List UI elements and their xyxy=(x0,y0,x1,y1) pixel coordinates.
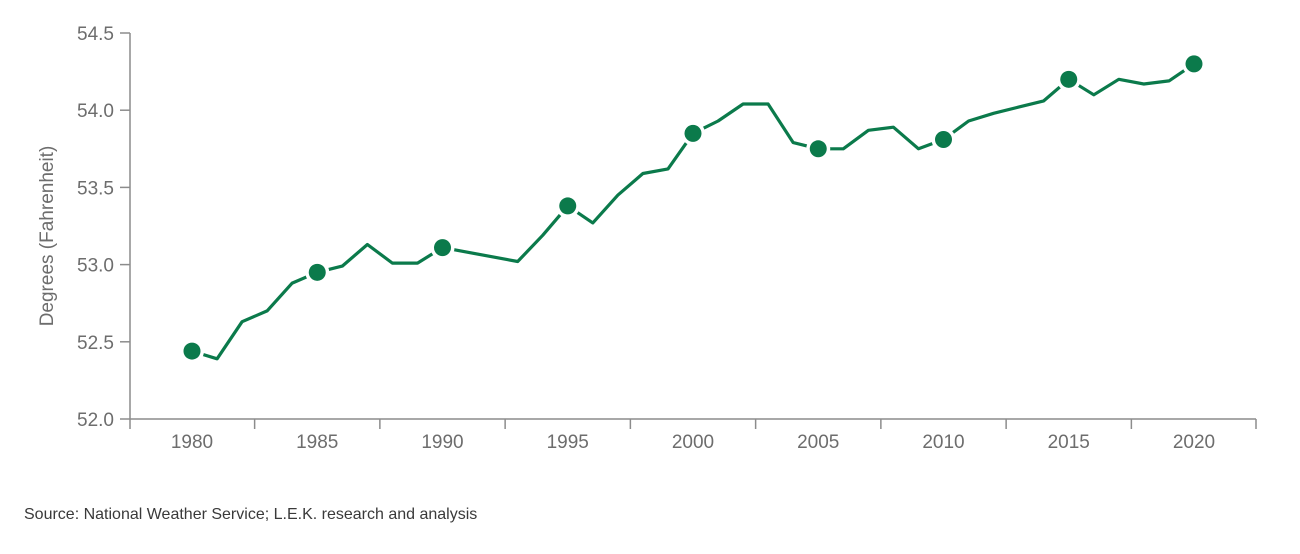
series-layer xyxy=(190,62,1196,361)
x-tick-label: 1985 xyxy=(296,432,338,453)
data-point xyxy=(559,197,577,215)
source-note: Source: National Weather Service; L.E.K.… xyxy=(24,506,478,523)
x-tick-label: 2005 xyxy=(797,432,839,453)
x-tick-label: 2015 xyxy=(1048,432,1090,453)
data-point xyxy=(308,263,326,281)
data-point xyxy=(1060,70,1078,88)
data-point xyxy=(935,131,952,149)
x-tick-label: 2020 xyxy=(1173,432,1215,453)
x-tick-label: 1995 xyxy=(547,432,589,453)
y-tick-label: 52.0 xyxy=(77,410,114,431)
line-chart: 52.0 52.5 53.0 53.5 54.0 54.5 1980 1985 1990 199… xyxy=(37,24,1257,453)
y-axis: 52.0 52.5 53.0 53.5 54.0 54.5 xyxy=(77,24,131,431)
x-tick-label: 2010 xyxy=(922,432,964,453)
data-point xyxy=(434,239,451,257)
series-line xyxy=(190,62,1196,361)
y-tick-label: 54.0 xyxy=(77,101,114,122)
x-tick-label: 1990 xyxy=(421,432,463,453)
data-point xyxy=(1185,55,1203,73)
x-tick-label: 1980 xyxy=(171,432,213,453)
y-tick-label: 54.5 xyxy=(77,24,114,45)
data-point xyxy=(183,342,201,360)
x-axis: 1980 1985 1990 1995 2000 2005 2010 2015 2020 xyxy=(129,418,1257,453)
y-tick-label: 52.5 xyxy=(77,333,114,354)
marker-layer xyxy=(180,51,1206,364)
y-tick-label: 53.5 xyxy=(77,178,114,199)
data-point xyxy=(809,140,827,158)
y-axis-title: Degrees (Fahrenheit) xyxy=(37,146,58,327)
y-tick-label: 53.0 xyxy=(77,256,114,277)
x-tick-label: 2000 xyxy=(672,432,714,453)
data-point xyxy=(684,124,702,142)
